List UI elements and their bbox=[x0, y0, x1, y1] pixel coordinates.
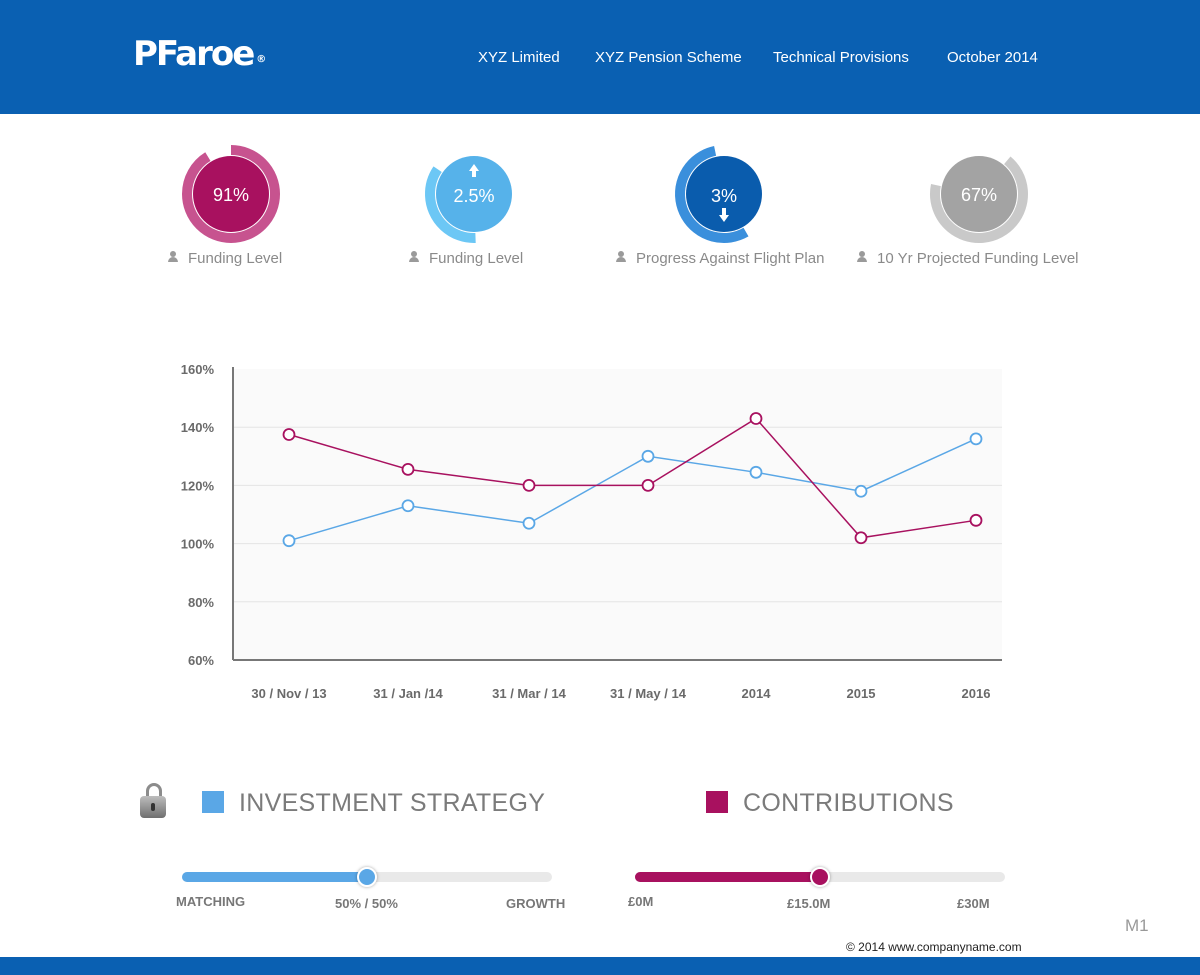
x-tick-label: 31 / Mar / 14 bbox=[492, 686, 566, 701]
kpi-label-text: Funding Level bbox=[429, 250, 524, 267]
y-tick-label: 120% bbox=[181, 478, 215, 493]
up-arrow-icon bbox=[469, 164, 479, 177]
person-icon bbox=[168, 251, 178, 262]
registered-mark: ® bbox=[256, 54, 267, 65]
x-tick-label: 2014 bbox=[742, 686, 772, 701]
kpi-funding-level[interactable]: 91% bbox=[100, 140, 360, 280]
kpi-label: Progress Against Flight Plan bbox=[616, 250, 824, 268]
nav-scheme[interactable]: XYZ Pension Scheme bbox=[595, 49, 742, 66]
y-tick-label: 60% bbox=[188, 653, 214, 668]
down-arrow-icon bbox=[719, 208, 729, 222]
investment-strategy-title: INVESTMENT STRATEGY bbox=[239, 789, 546, 817]
contributions-slider-fill bbox=[635, 872, 820, 882]
page-id: M1 bbox=[1125, 916, 1149, 935]
data-point bbox=[749, 412, 763, 425]
kpi-value: 3% bbox=[711, 186, 737, 206]
data-point bbox=[969, 513, 983, 527]
investment-legend-swatch bbox=[202, 791, 224, 813]
kpi-label: Funding Level bbox=[168, 250, 282, 268]
person-icon bbox=[857, 251, 867, 262]
contributions-max-label: £30M bbox=[957, 896, 990, 911]
kpi-value: 2.5% bbox=[453, 186, 494, 206]
kpi-gauge: 91% bbox=[182, 145, 280, 243]
logo-text: PFaroe bbox=[133, 34, 255, 74]
kpi-label-text: Progress Against Flight Plan bbox=[636, 250, 825, 267]
app-header: PFaroe ® XYZ Limited XYZ Pension Scheme T… bbox=[0, 0, 1200, 114]
series-line bbox=[288, 438, 977, 542]
footer-bar bbox=[0, 957, 1200, 975]
investment-min-label: MATCHING bbox=[176, 894, 246, 909]
x-tick-label: 2015 bbox=[847, 686, 876, 701]
data-point bbox=[854, 484, 868, 498]
kpi-label: Funding Level bbox=[409, 250, 523, 268]
kpi-label-text: Funding Level bbox=[188, 250, 283, 267]
kpi-gauge: 2.5% bbox=[424, 145, 523, 243]
pfaroe-logo[interactable]: PFaroe ® bbox=[133, 34, 266, 74]
kpi-label: 10 Yr Projected Funding Level bbox=[857, 250, 1079, 268]
investment-value-label: 50% / 50% bbox=[335, 896, 398, 911]
kpi-label-text: 10 Yr Projected Funding Level bbox=[877, 250, 1079, 267]
contributions-legend-swatch bbox=[706, 791, 728, 813]
person-icon bbox=[409, 251, 419, 262]
data-point bbox=[641, 478, 655, 492]
kpi-funding-level-change[interactable]: 2.5% bbox=[343, 140, 603, 280]
data-point bbox=[969, 432, 983, 446]
kpi-value: 67% bbox=[961, 185, 997, 205]
plot-area bbox=[233, 369, 1002, 660]
data-point bbox=[282, 534, 296, 548]
contributions-min-label: £0M bbox=[628, 894, 654, 909]
x-tick-label: 30 / Nov / 13 bbox=[251, 686, 326, 701]
data-point bbox=[522, 478, 536, 492]
y-tick-label: 140% bbox=[181, 420, 215, 435]
nav-basis[interactable]: Technical Provisions bbox=[773, 49, 909, 66]
kpi-flight-plan-progress[interactable]: 3% bbox=[593, 140, 853, 280]
contributions-title: CONTRIBUTIONS bbox=[743, 789, 954, 817]
investment-max-label: GROWTH bbox=[506, 896, 566, 911]
investment-slider-fill bbox=[182, 872, 367, 882]
kpi-gauge: 3% bbox=[675, 145, 773, 243]
data-point bbox=[854, 531, 868, 545]
person-icon bbox=[616, 251, 626, 262]
series-line bbox=[288, 417, 977, 539]
nav-company[interactable]: XYZ Limited bbox=[478, 49, 560, 66]
x-tick-label: 31 / May / 14 bbox=[610, 686, 687, 701]
contributions-slider-handle[interactable] bbox=[810, 867, 830, 887]
y-tick-label: 160% bbox=[181, 362, 215, 377]
y-tick-label: 100% bbox=[181, 537, 215, 552]
kpi-gauge: 67% bbox=[930, 145, 1028, 244]
nav-date[interactable]: October 2014 bbox=[947, 49, 1038, 66]
data-point bbox=[522, 516, 536, 530]
kpi-projected-funding-level[interactable]: 67% bbox=[848, 140, 1108, 280]
data-point bbox=[401, 462, 415, 476]
contributions-value-label: £15.0M bbox=[787, 896, 831, 911]
lock-icon[interactable] bbox=[140, 783, 166, 819]
copyright-text: © 2014 www.companyname.com bbox=[846, 940, 1022, 954]
y-tick-label: 80% bbox=[188, 595, 214, 610]
x-tick-label: 31 / Jan /14 bbox=[373, 686, 443, 701]
kpi-value: 91% bbox=[213, 185, 249, 205]
data-point bbox=[641, 449, 655, 463]
x-tick-label: 2016 bbox=[962, 686, 991, 701]
data-point bbox=[749, 465, 763, 479]
data-point bbox=[401, 499, 415, 513]
data-point bbox=[282, 428, 296, 441]
investment-slider-handle[interactable] bbox=[357, 867, 377, 887]
